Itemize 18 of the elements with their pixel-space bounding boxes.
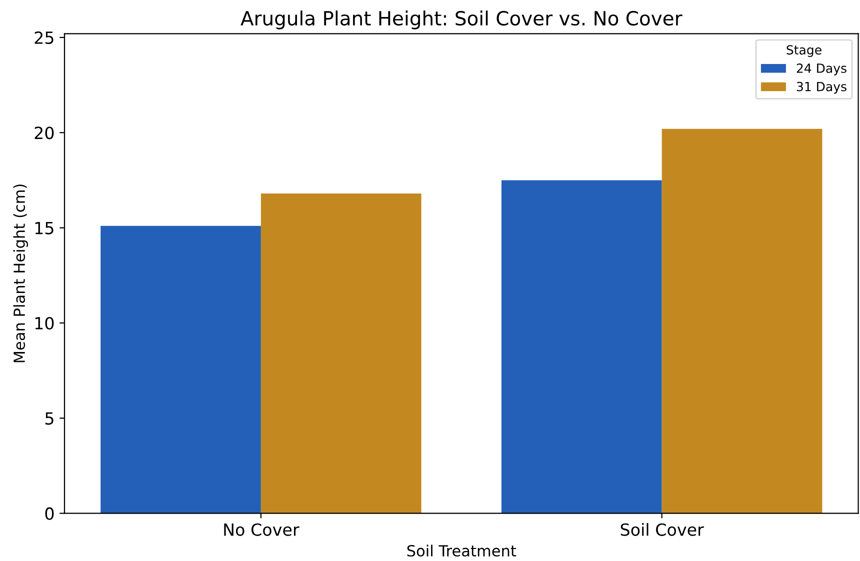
x-tick-label: Soil Cover bbox=[620, 523, 704, 536]
y-axis-title: Mean Plant Height (cm) bbox=[13, 184, 28, 362]
x-axis-title: Soil Treatment bbox=[407, 544, 516, 557]
x-tick-label: No Cover bbox=[224, 523, 300, 536]
legend-label: 31 Days bbox=[796, 82, 846, 94]
y-tick-label: 20 bbox=[34, 126, 54, 140]
y-tick-label: 15 bbox=[35, 222, 54, 234]
legend-title: Stage bbox=[786, 45, 822, 58]
y-tick-label: 0 bbox=[45, 507, 54, 520]
bar bbox=[662, 128, 822, 514]
bar bbox=[501, 180, 662, 514]
bar bbox=[100, 226, 261, 514]
y-tick-label: 10 bbox=[35, 316, 54, 330]
y-tick-label: 25 bbox=[34, 31, 54, 44]
legend-label: 24 Days bbox=[796, 63, 846, 76]
bar bbox=[260, 194, 422, 514]
chart-title: Arugula Plant Height: Soil Cover vs. No Cover bbox=[240, 10, 682, 30]
y-tick-label: 5 bbox=[45, 412, 54, 425]
